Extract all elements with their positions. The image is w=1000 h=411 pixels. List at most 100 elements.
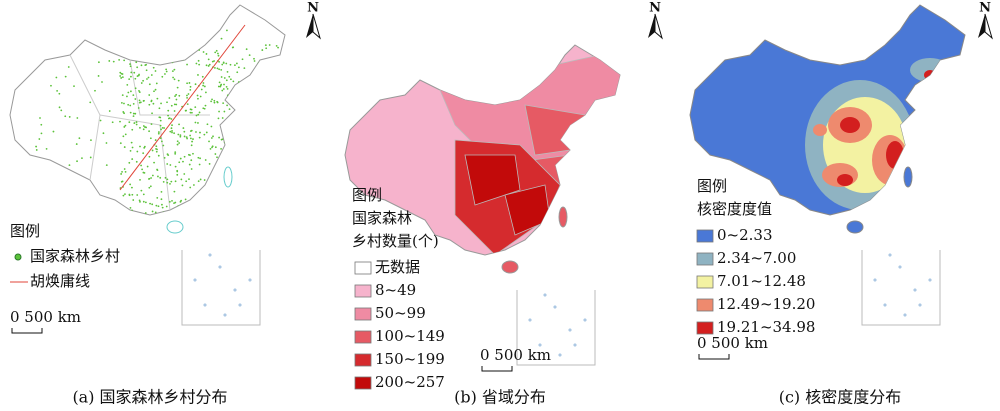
village-dot: [167, 55, 169, 58]
village-dot: [170, 118, 173, 120]
village-dot: [174, 165, 177, 168]
village-dot: [147, 76, 150, 79]
village-dot: [258, 83, 261, 85]
village-dot: [188, 163, 191, 166]
village-dot: [171, 124, 173, 127]
village-dot: [223, 110, 226, 113]
village-dot: [121, 94, 124, 97]
village-dot: [131, 50, 134, 53]
village-dot: [258, 132, 261, 135]
village-dot: [145, 69, 148, 72]
village-dot: [250, 137, 253, 140]
village-dot: [235, 62, 238, 65]
village-dot: [277, 70, 280, 72]
village-dot: [138, 199, 141, 202]
village-dot: [178, 161, 181, 164]
village-dot: [89, 101, 92, 104]
village-dot: [136, 150, 139, 153]
village-dot: [217, 54, 220, 57]
village-dot: [185, 180, 188, 183]
village-dot: [222, 62, 225, 64]
village-dot: [48, 55, 51, 58]
village-dot: [142, 79, 145, 82]
village-dot: [203, 204, 206, 207]
north-arrow-shape: [647, 13, 663, 39]
village-dot: [120, 101, 123, 104]
village-dot: [172, 76, 174, 79]
village-dot: [235, 165, 238, 168]
village-dot: [208, 163, 211, 165]
scale-label: 0 500 km: [10, 308, 81, 326]
village-dot: [261, 123, 264, 125]
village-dot: [185, 136, 188, 139]
village-dot: [151, 149, 154, 152]
village-dot: [267, 156, 270, 158]
caption: (a) 国家森林乡村分布: [72, 388, 227, 407]
village-dot: [234, 199, 237, 202]
village-dot: [197, 113, 200, 116]
village-dot: [214, 146, 217, 149]
village-dot: [225, 86, 228, 88]
village-dot: [50, 84, 52, 87]
village-dot: [174, 201, 177, 204]
village-dot: [35, 28, 38, 31]
village-dot: [228, 75, 231, 78]
village-dot: [252, 171, 255, 173]
village-dot: [133, 71, 136, 74]
village-dot: [81, 157, 83, 160]
village-dot: [255, 163, 258, 166]
village-dot: [138, 91, 141, 94]
map-region: [924, 70, 936, 80]
village-dot: [232, 161, 234, 164]
village-dot: [241, 87, 244, 90]
village-dot: [176, 86, 179, 89]
legend-label: 无数据: [375, 258, 420, 276]
village-dot: [118, 58, 121, 61]
village-dot: [251, 162, 254, 165]
village-dot: [162, 144, 165, 147]
village-dot: [134, 77, 137, 80]
village-dot: [78, 137, 81, 140]
village-dot: [155, 147, 157, 150]
village-dot: [146, 165, 149, 168]
village-dot: [208, 181, 210, 183]
village-dot: [199, 95, 202, 98]
legend-swatch: [354, 353, 372, 367]
village-dot: [235, 90, 237, 93]
village-dot: [151, 174, 154, 177]
village-dot: [246, 141, 249, 144]
legend-label: 12.49~19.20: [717, 295, 815, 313]
village-dot: [129, 63, 131, 65]
village-dot: [179, 135, 182, 138]
village-dot: [218, 110, 220, 113]
village-dot: [130, 71, 133, 74]
village-dot: [142, 152, 145, 155]
legend-label: 0~2.33: [717, 226, 773, 244]
village-dot: [159, 119, 162, 122]
village-dot: [195, 131, 197, 133]
village-dot: [204, 104, 207, 107]
village-dot: [132, 94, 135, 96]
village-dot: [260, 166, 263, 169]
village-dot: [38, 138, 41, 140]
village-dot: [144, 126, 146, 128]
village-dot: [127, 44, 129, 47]
village-dot: [128, 193, 131, 196]
village-dot: [159, 176, 162, 179]
village-dot: [242, 128, 245, 131]
village-dot: [218, 81, 221, 84]
village-dot: [261, 80, 264, 82]
village-dot: [155, 150, 158, 153]
village-dot: [166, 153, 169, 156]
village-dot: [210, 125, 213, 128]
village-dot: [157, 205, 160, 208]
village-dot: [171, 129, 173, 132]
village-dot: [173, 68, 176, 71]
village-dot: [246, 169, 249, 171]
village-dot: [272, 187, 275, 190]
village-dot: [135, 160, 138, 163]
village-dot: [157, 132, 160, 135]
village-dot: [153, 161, 155, 164]
village-dot: [155, 82, 158, 85]
village-dot: [139, 126, 141, 129]
